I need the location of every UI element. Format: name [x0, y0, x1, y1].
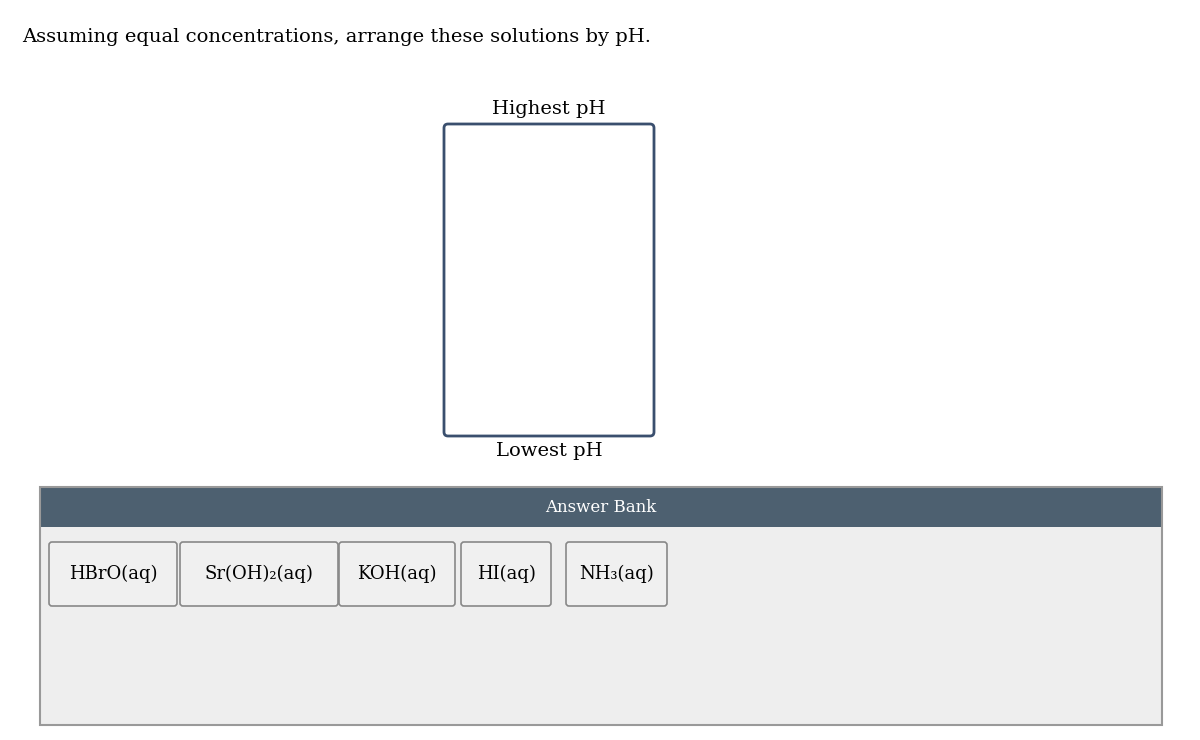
FancyBboxPatch shape [566, 542, 667, 606]
Bar [40, 487, 1162, 725]
Text: Lowest pH: Lowest pH [496, 442, 602, 460]
FancyBboxPatch shape [49, 542, 178, 606]
Bar [40, 527, 1162, 725]
Text: Answer Bank: Answer Bank [545, 499, 656, 516]
FancyBboxPatch shape [180, 542, 338, 606]
Text: KOH(aq): KOH(aq) [358, 565, 437, 583]
Text: NH₃(aq): NH₃(aq) [580, 565, 654, 583]
Bar [40, 487, 1162, 527]
Text: Highest pH: Highest pH [492, 100, 606, 118]
Text: Assuming equal concentrations, arrange these solutions by pH.: Assuming equal concentrations, arrange t… [22, 28, 650, 46]
FancyBboxPatch shape [461, 542, 551, 606]
Text: HBrO(aq): HBrO(aq) [68, 565, 157, 583]
Text: Sr(OH)₂(aq): Sr(OH)₂(aq) [204, 565, 313, 583]
Text: HI(aq): HI(aq) [476, 565, 535, 583]
FancyBboxPatch shape [340, 542, 455, 606]
FancyBboxPatch shape [444, 124, 654, 436]
